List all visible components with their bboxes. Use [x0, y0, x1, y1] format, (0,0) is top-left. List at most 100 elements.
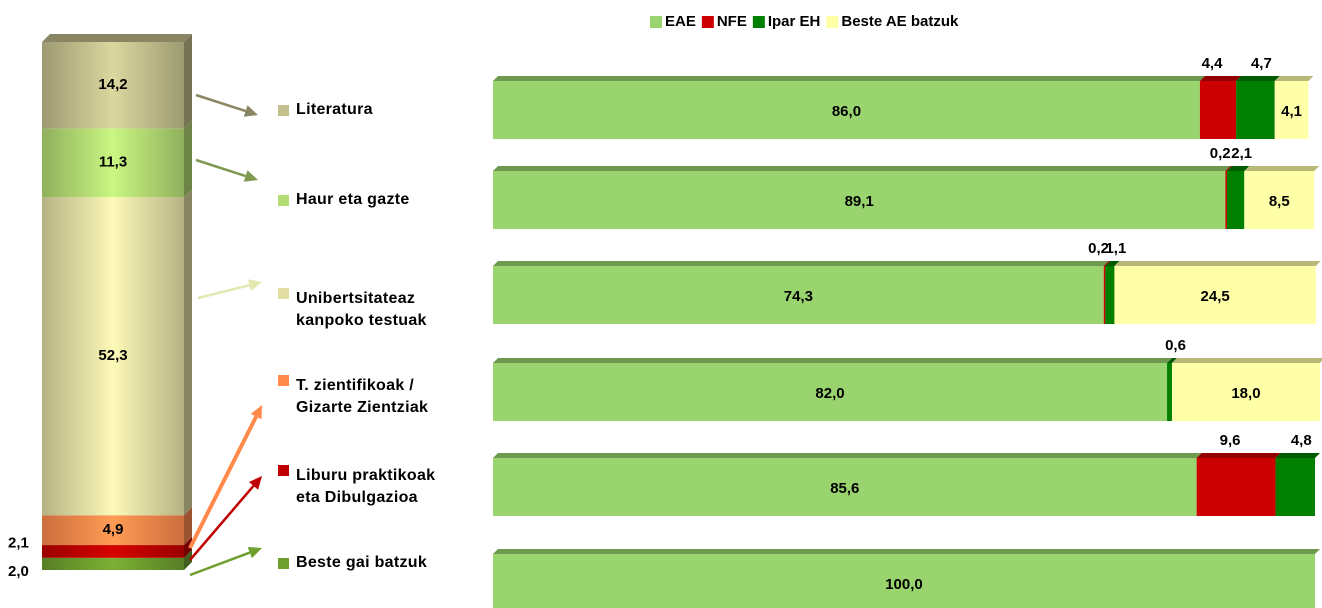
- bar-top: [1105, 261, 1120, 266]
- column-side: [184, 507, 192, 546]
- arrow-head: [243, 170, 258, 182]
- bar: [1196, 458, 1276, 516]
- category-label: Beste gai batzuk: [296, 554, 428, 571]
- bar-top: [493, 549, 1320, 554]
- bar-top: [1196, 453, 1281, 458]
- column-side: [184, 120, 192, 198]
- category-label: T. zientifikoak / Gizarte Zientziak: [296, 377, 429, 416]
- bar: [1167, 363, 1172, 421]
- value-label: 74,3: [784, 288, 813, 305]
- value-label: 18,0: [1231, 385, 1260, 402]
- legend-marker: [278, 288, 289, 299]
- bar: [493, 81, 1200, 139]
- value-label: 0,2: [1210, 145, 1231, 162]
- bar-top: [1167, 358, 1177, 363]
- value-label: 14,2: [98, 76, 127, 93]
- column-segment: [42, 515, 184, 546]
- legend-label: EAE: [665, 13, 696, 30]
- legend-label: Beste AE batzuk: [841, 13, 959, 30]
- bar-top: [493, 76, 1205, 81]
- column-side: [184, 34, 192, 129]
- bar: [1275, 458, 1315, 516]
- value-label: 8,5: [1269, 193, 1290, 210]
- arrow-head: [243, 105, 258, 117]
- arrow-head: [247, 279, 262, 291]
- bar-top: [1171, 358, 1322, 363]
- value-label: 0,6: [1165, 337, 1186, 354]
- bar-top: [1103, 261, 1111, 266]
- bar: [1225, 171, 1228, 229]
- arrow: [195, 158, 247, 178]
- legend-marker: [650, 16, 662, 28]
- column-segment: [42, 42, 184, 129]
- value-label: 4,9: [103, 521, 124, 538]
- value-label: 52,3: [98, 347, 127, 364]
- legend-marker: [826, 16, 839, 28]
- bar-top: [493, 261, 1109, 266]
- bar: [1114, 266, 1316, 324]
- bar: [493, 554, 1315, 608]
- bar: [493, 458, 1197, 516]
- legend-marker: [701, 16, 714, 28]
- value-label: 9,6: [1220, 432, 1241, 449]
- bar-top: [1227, 166, 1250, 171]
- legend-marker: [278, 465, 289, 476]
- column-segment: [42, 128, 184, 198]
- value-label: 82,0: [815, 385, 844, 402]
- bar: [493, 171, 1226, 229]
- bar-top: [1114, 261, 1321, 266]
- bar-top: [493, 358, 1173, 363]
- arrow-head: [247, 546, 262, 559]
- bar: [1171, 363, 1320, 421]
- bar: [1244, 171, 1315, 229]
- bar: [1199, 81, 1237, 139]
- column-side: [184, 537, 192, 558]
- arrow: [197, 283, 250, 300]
- value-label: 0,2: [1088, 240, 1109, 257]
- arrow: [188, 415, 258, 549]
- value-label: 100,0: [885, 576, 923, 593]
- column-side: [184, 189, 192, 516]
- value-label: 2,0: [8, 563, 29, 580]
- value-label: 86,0: [832, 103, 861, 120]
- bar-top: [493, 453, 1202, 458]
- bar-top: [1275, 453, 1320, 458]
- value-label: 85,6: [830, 480, 859, 497]
- arrow: [195, 93, 247, 113]
- legend-marker: [752, 16, 765, 28]
- legend-marker: [278, 558, 289, 569]
- column-top: [42, 34, 192, 42]
- bar: [1227, 171, 1245, 229]
- category-label: Liburu praktikoak eta Dibulgazioa: [296, 467, 436, 506]
- bar: [1105, 266, 1115, 324]
- arrow: [189, 485, 255, 561]
- value-label: 2,1: [8, 534, 29, 551]
- category-label: Unibertsitateaz kanpoko testuak: [296, 290, 427, 329]
- column-segment: [42, 545, 184, 558]
- legend-marker: [278, 105, 289, 116]
- legend-label: NFE: [717, 13, 747, 30]
- value-label: 4,7: [1251, 55, 1272, 72]
- value-label: 2,1: [1231, 145, 1252, 162]
- arrow-head: [250, 405, 262, 420]
- bar: [493, 266, 1104, 324]
- value-label: 89,1: [845, 193, 874, 210]
- bar-top: [1244, 166, 1320, 171]
- bar-top: [1225, 166, 1233, 171]
- bar-top: [493, 166, 1231, 171]
- arrow-head: [248, 476, 262, 490]
- legend-marker: [278, 375, 289, 386]
- bar-top: [1236, 76, 1280, 81]
- value-label: 4,8: [1291, 432, 1312, 449]
- value-label: 1,1: [1105, 240, 1126, 257]
- legend-label: Ipar EH: [768, 13, 821, 30]
- column-segment: [42, 197, 184, 516]
- arrow: [189, 551, 251, 577]
- category-label: Haur eta gazte: [296, 191, 410, 208]
- bar: [493, 363, 1168, 421]
- value-label: 24,5: [1201, 288, 1230, 305]
- category-label: Literatura: [296, 101, 373, 118]
- value-label: 4,4: [1202, 55, 1224, 72]
